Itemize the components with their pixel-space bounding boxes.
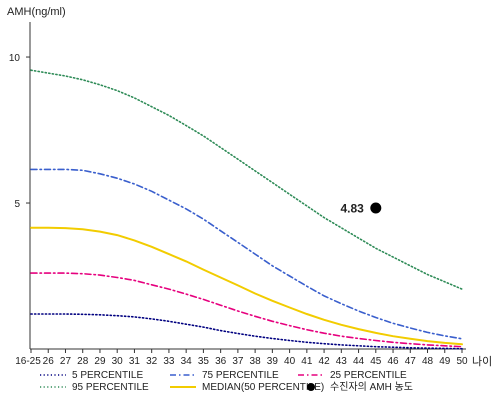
legend-label: MEDIAN(50 PERCENTILE) — [202, 382, 324, 393]
legend-item: 75 PERCENTILE — [170, 370, 279, 381]
x-tick-label: 28 — [77, 356, 89, 367]
x-tick-label: 40 — [284, 356, 296, 367]
legend-item: 5 PERCENTILE — [40, 370, 143, 381]
legend-label: 5 PERCENTILE — [72, 370, 143, 381]
series-lines — [30, 69, 463, 350]
x-tick-label: 33 — [163, 356, 175, 367]
x-tick-label: 42 — [319, 356, 331, 367]
legend-item: 25 PERCENTILE — [298, 370, 407, 381]
legend-label: 95 PERCENTILE — [72, 382, 149, 393]
legend-label: 25 PERCENTILE — [330, 370, 407, 381]
series-line-75-percentile — [30, 168, 463, 340]
axes: AMH(ng/ml) 나이 — [7, 6, 492, 368]
series-line-5-percentile — [30, 313, 463, 350]
patient-points: 4.83 — [340, 201, 382, 215]
x-tick-label: 31 — [129, 356, 141, 367]
y-tick-label: 5 — [14, 199, 20, 210]
x-tick-label: 44 — [353, 356, 365, 367]
y-axis-title: AMH(ng/ml) — [7, 6, 66, 18]
x-tick-label: 45 — [370, 356, 382, 367]
series-line-95-percentile — [30, 69, 463, 290]
x-axis-title: 나이 — [472, 355, 492, 368]
x-tick-label: 30 — [112, 356, 124, 367]
x-tick-label: 43 — [336, 356, 348, 367]
x-tick-label: 38 — [250, 356, 262, 367]
x-tick-label: 49 — [439, 356, 451, 367]
x-tick-label: 39 — [267, 356, 279, 367]
x-tick-label: 16-25 — [15, 356, 41, 367]
x-tick-label: 46 — [387, 356, 399, 367]
y-tick-label: 10 — [9, 53, 21, 64]
x-tick-label: 34 — [181, 356, 193, 367]
x-tick-label: 29 — [94, 356, 106, 367]
legend-item: MEDIAN(50 PERCENTILE) — [170, 382, 324, 393]
patient-amh-point — [370, 202, 382, 214]
legend-swatch — [307, 383, 315, 391]
patient-amh-value-label: 4.83 — [340, 201, 364, 215]
series-line-median-50-percentile — [30, 226, 463, 346]
x-tick-label: 32 — [146, 356, 158, 367]
ticks: 5 10 16-25 26 27 28 29 30 31 32 33 34 35 36 37 38 39 40 41… — [9, 53, 468, 367]
legend-label: 75 PERCENTILE — [202, 370, 279, 381]
legend-item: 수진자의 AMH 농도 — [307, 381, 413, 393]
legend: 5 PERCENTILE 75 PERCENTILE 25 PERCENTILE 95… — [40, 370, 413, 393]
x-tick-label: 48 — [422, 356, 434, 367]
legend-item: 95 PERCENTILE — [40, 382, 149, 393]
legend-label: 수진자의 AMH 농도 — [330, 381, 413, 393]
x-tick-label: 47 — [405, 356, 417, 367]
x-tick-label: 27 — [60, 356, 72, 367]
x-tick-label: 36 — [215, 356, 227, 367]
x-tick-label: 41 — [301, 356, 313, 367]
series-line-25-percentile — [30, 272, 463, 348]
x-tick-label: 35 — [198, 356, 210, 367]
x-tick-label: 37 — [232, 356, 244, 367]
x-tick-label: 50 — [456, 356, 468, 367]
x-tick-label: 26 — [43, 356, 55, 367]
